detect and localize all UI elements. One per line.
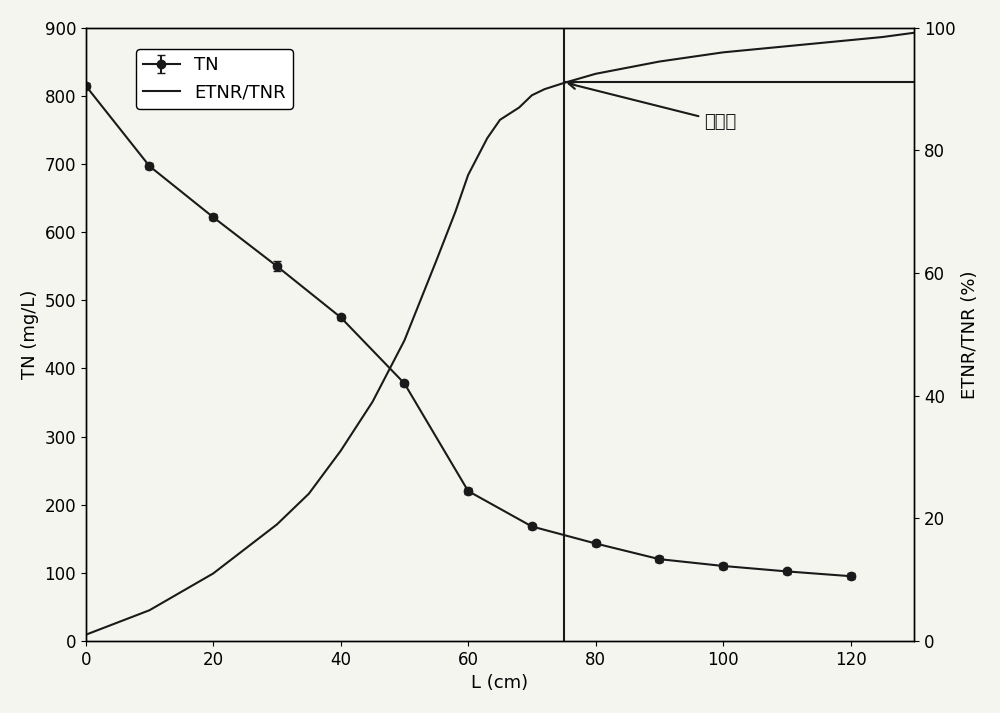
- ETNR/TNR: [398, 337, 410, 345]
- ETNR/TNR: [717, 48, 729, 56]
- ETNR/TNR: [430, 257, 442, 265]
- ETNR/TNR: [112, 618, 124, 627]
- Legend: TN, ETNR/TNR: TN, ETNR/TNR: [136, 49, 293, 108]
- ETNR/TNR: [590, 70, 602, 78]
- ETNR/TNR: [908, 29, 920, 37]
- ETNR/TNR: [481, 134, 493, 143]
- ETNR/TNR: [175, 588, 187, 596]
- Text: 特征点: 特征点: [569, 82, 736, 130]
- ETNR/TNR: [781, 42, 793, 51]
- ETNR/TNR: [207, 569, 219, 578]
- ETNR/TNR: [367, 398, 379, 406]
- ETNR/TNR: [239, 545, 251, 553]
- ETNR/TNR: [539, 85, 551, 93]
- ETNR/TNR: [303, 490, 315, 498]
- ETNR/TNR: [449, 207, 461, 216]
- X-axis label: L (cm): L (cm): [471, 674, 529, 692]
- Y-axis label: ETNR/TNR (%): ETNR/TNR (%): [961, 270, 979, 399]
- ETNR/TNR: [876, 33, 888, 41]
- ETNR/TNR: [462, 170, 474, 179]
- Line: ETNR/TNR: ETNR/TNR: [86, 33, 914, 635]
- ETNR/TNR: [80, 630, 92, 639]
- ETNR/TNR: [271, 520, 283, 528]
- ETNR/TNR: [513, 103, 525, 112]
- ETNR/TNR: [558, 78, 570, 87]
- ETNR/TNR: [143, 606, 155, 615]
- ETNR/TNR: [653, 57, 665, 66]
- Y-axis label: TN (mg/L): TN (mg/L): [21, 289, 39, 379]
- ETNR/TNR: [845, 36, 857, 44]
- ETNR/TNR: [526, 91, 538, 100]
- ETNR/TNR: [494, 116, 506, 124]
- ETNR/TNR: [335, 446, 347, 455]
